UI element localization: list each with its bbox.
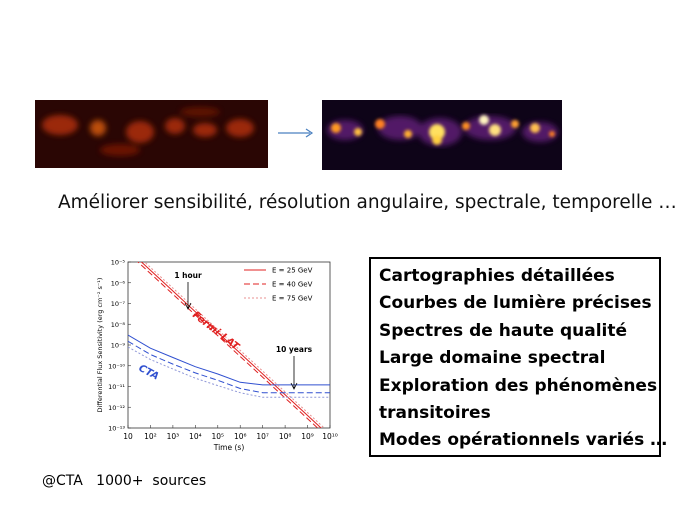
legend-label: E = 75 GeV <box>272 295 313 303</box>
y-axis-label: Differential Flux Sensitivity (erg cm⁻² … <box>96 278 104 413</box>
feature-item: Cartographies détaillées <box>379 266 615 286</box>
x-axis-label: Time (s) <box>213 443 245 452</box>
feature-item: Exploration des phénomènes <box>379 375 658 396</box>
y-tick-label: 10⁻¹² <box>108 404 125 412</box>
y-tick-label: 10⁻¹³ <box>108 425 125 433</box>
caption: Améliorer sensibilité, résolution angula… <box>58 192 677 213</box>
feature-item: Courbes de lumière précises <box>379 293 652 314</box>
footnote: @CTA 1000+ sources <box>42 473 207 489</box>
feature-item: transitoires <box>379 403 491 424</box>
x-tick-label: 10² <box>144 432 157 441</box>
x-tick-label: 10³ <box>167 432 180 441</box>
sky-map-before <box>35 100 268 168</box>
arrow <box>278 128 314 138</box>
annotation: 1 hour <box>174 271 202 280</box>
y-tick-label: 10⁻⁵ <box>111 259 126 267</box>
x-tick-label: 10 <box>123 432 133 441</box>
feature-item: Spectres de haute qualité <box>379 320 628 341</box>
legend-label: E = 25 GeV <box>272 267 313 275</box>
y-tick-label: 10⁻¹⁰ <box>108 362 125 370</box>
annotation: 10 years <box>276 345 313 354</box>
y-tick-label: 10⁻⁹ <box>111 342 126 350</box>
annotation-arrow <box>290 356 298 390</box>
annotation-arrow <box>184 282 192 310</box>
plot-frame <box>127 261 331 429</box>
fermi-line <box>143 262 325 428</box>
x-tick-label: 10⁴ <box>189 432 202 441</box>
x-tick-label: 10⁶ <box>234 432 247 441</box>
x-tick-label: 10⁵ <box>211 432 224 441</box>
sky-map-after <box>322 100 562 170</box>
feature-item: Modes opérationnels variés … <box>379 430 668 451</box>
cta-line <box>128 340 330 394</box>
y-tick-label: 10⁻⁶ <box>111 279 126 287</box>
x-tick-label: 10¹⁰ <box>322 432 338 441</box>
x-tick-label: 10⁹ <box>301 432 314 441</box>
fermi-line <box>137 262 319 428</box>
y-tick-label: 10⁻⁷ <box>111 300 126 308</box>
y-tick-label: 10⁻¹¹ <box>108 383 125 391</box>
legend-label: E = 40 GeV <box>272 281 313 289</box>
cta-line <box>128 346 330 398</box>
x-tick-label: 10⁷ <box>256 432 269 441</box>
feature-item: Large domaine spectral <box>379 348 606 369</box>
feature-box: Cartographies détaillées Courbes de lumiè… <box>369 257 668 457</box>
y-tick-label: 10⁻⁸ <box>111 321 126 329</box>
x-tick-label: 10⁸ <box>279 432 292 441</box>
fermi-line <box>140 262 322 428</box>
